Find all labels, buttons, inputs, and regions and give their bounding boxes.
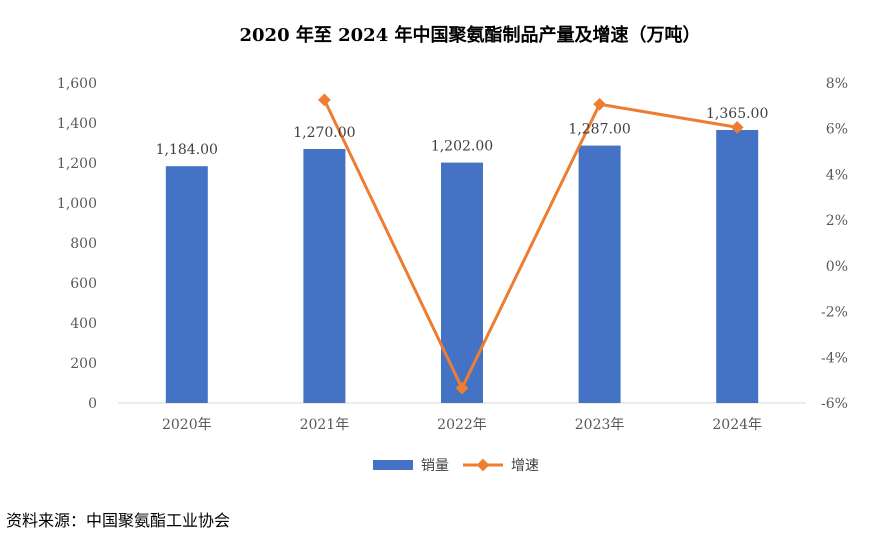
axes: 0 200 400 600 800 1,000 1,200 1,400 1,600 -6% -4% -… [57, 76, 848, 433]
bar-data-label: 1,287.00 [568, 122, 630, 138]
legend: 销量 增速 [373, 458, 539, 474]
y-right-tick-label: -4% [821, 350, 848, 366]
bar [165, 166, 208, 403]
legend-swatch-bar [373, 460, 413, 470]
bar-data-label: 1,202.00 [431, 139, 493, 155]
y-left-tick-label: 1,000 [57, 196, 97, 212]
y-left-tick-label: 1,600 [57, 76, 97, 92]
growth-point [593, 97, 606, 111]
y-left-tick-label: 400 [70, 316, 97, 332]
y-left-tick-label: 800 [70, 236, 97, 252]
x-tick-label: 2023年 [575, 417, 625, 433]
y-right-tick-label: 8% [826, 76, 848, 92]
x-tick-label: 2022年 [437, 417, 487, 433]
bar-data-label: 1,270.00 [293, 125, 355, 141]
x-tick-label: 2020年 [162, 417, 212, 433]
y-left-tick-label: 200 [70, 356, 97, 372]
chart-title: 2020 年至 2024 年中国聚氨酯制品产量及增速（万吨） [240, 24, 701, 46]
bar-data-label: 1,184.00 [156, 142, 218, 158]
y-right-tick-label: 4% [826, 167, 848, 183]
growth-line [323, 99, 738, 390]
data-labels: 1,184.00 1,270.00 1,202.00 1,287.00 1,365.00 [156, 106, 769, 158]
legend-marker-line [476, 458, 490, 472]
x-tick-label: 2024年 [712, 417, 762, 433]
y-right-tick-label: 6% [826, 122, 848, 138]
y-left-tick-label: 600 [70, 276, 97, 292]
bar-data-label: 1,365.00 [706, 106, 768, 122]
legend-label-bar: 销量 [421, 458, 449, 474]
legend-label-line: 增速 [511, 458, 539, 474]
growth-point [318, 93, 331, 107]
bar [578, 145, 621, 403]
y-left-tick-label: 0 [88, 396, 97, 412]
y-left-tick-label: 1,200 [57, 156, 97, 172]
y-right-tick-label: 2% [826, 213, 848, 229]
y-right-tick-label: -6% [821, 396, 848, 412]
y-left-tick-label: 1,400 [57, 116, 97, 132]
bar [716, 130, 759, 403]
source-note: 资料来源：中国聚氨酯工业协会 [6, 511, 231, 530]
bar [441, 162, 483, 403]
line-series [318, 93, 744, 395]
x-tick-label: 2021年 [300, 417, 350, 433]
y-right-tick-label: 0% [826, 259, 848, 275]
growth-point [455, 381, 469, 395]
y-right-tick-label: -2% [821, 305, 848, 321]
bar-series [165, 130, 759, 403]
bar [303, 149, 346, 403]
